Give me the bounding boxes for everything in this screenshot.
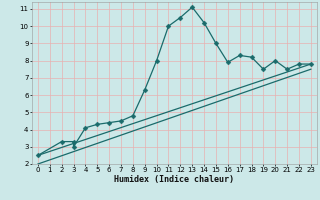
X-axis label: Humidex (Indice chaleur): Humidex (Indice chaleur): [115, 175, 234, 184]
